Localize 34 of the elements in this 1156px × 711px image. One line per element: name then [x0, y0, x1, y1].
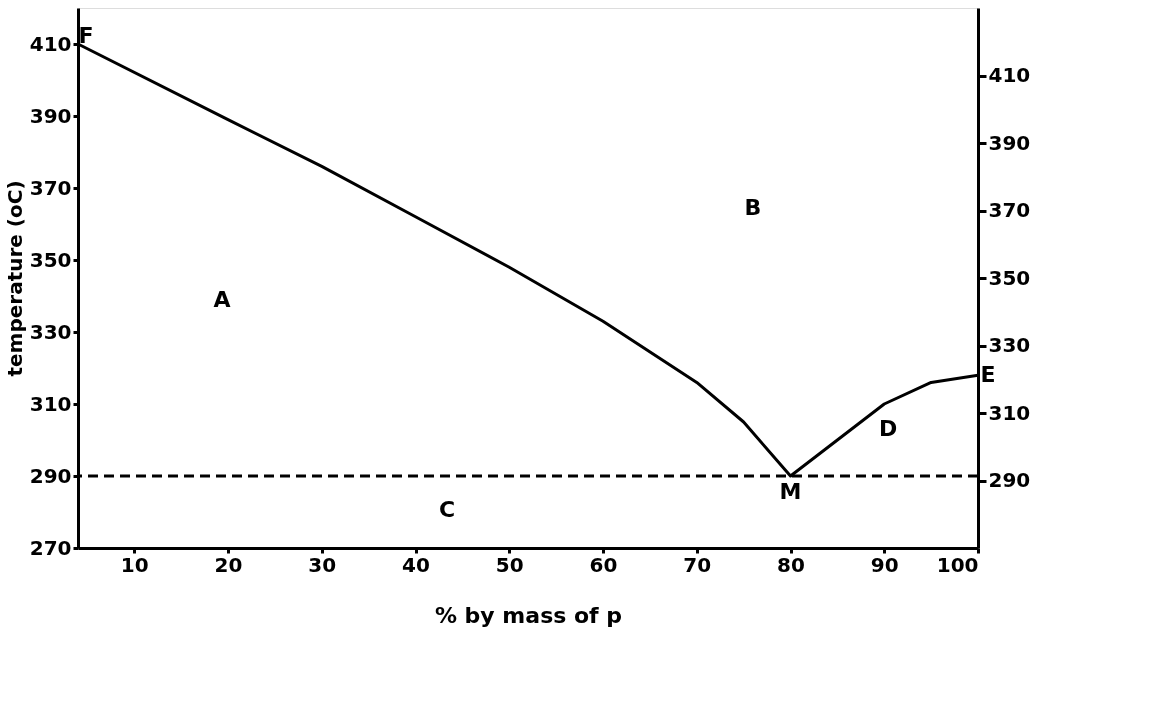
x-tick-label: 50 [495, 552, 524, 577]
x-tick-label: 100 [936, 552, 979, 577]
x-axis-title: % by mass of p [434, 602, 623, 628]
y-tick-label: 290 [29, 463, 72, 488]
annotation: D [878, 416, 898, 442]
annotation: E [980, 362, 996, 388]
y2-tick-label: 410 [988, 63, 1031, 87]
y2-tick-label: 330 [988, 333, 1031, 357]
y2-tick-label: 390 [988, 130, 1031, 155]
annotation: C [438, 497, 456, 523]
x-tick-label: 80 [777, 552, 805, 577]
x-tick-label: 40 [402, 552, 430, 577]
x-tick-label: 90 [870, 552, 899, 577]
annotation: B [744, 194, 762, 220]
y2-tick-label: 350 [988, 265, 1031, 290]
y-tick-label: 370 [29, 175, 72, 200]
y-tick-label: 410 [29, 31, 72, 56]
y2-tick-label: 370 [988, 198, 1031, 222]
annotation: F [78, 23, 94, 48]
x-tick-label: 60 [589, 552, 618, 577]
y-tick-label: 330 [29, 319, 72, 344]
x-tick-label: 10 [120, 552, 149, 577]
y-tick-label: 350 [29, 247, 72, 272]
x-tick-label: 70 [683, 552, 712, 577]
annotation: M [779, 479, 802, 504]
y2-tick-label: 290 [988, 468, 1031, 492]
y-tick-label: 310 [29, 391, 72, 416]
y-tick-label: 270 [29, 535, 72, 560]
y2-tick-label: 310 [988, 400, 1031, 425]
x-tick-label: 20 [214, 552, 243, 577]
y-axis-title: temperature (oC) [2, 180, 27, 377]
y-tick-label: 390 [29, 103, 72, 128]
annotation: A [213, 286, 231, 312]
x-tick-label: 30 [308, 552, 337, 577]
